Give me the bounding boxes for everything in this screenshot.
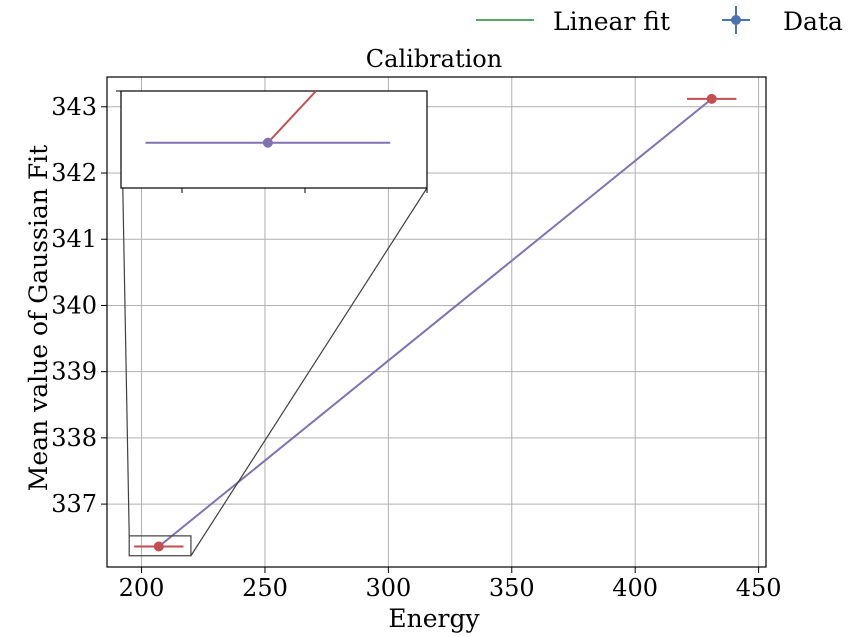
y-tick-label: 341 (51, 225, 97, 253)
data-point (153, 541, 164, 552)
y-axis-ticks: 337 338 339 340 341 342 343 (51, 93, 107, 518)
series-layer (134, 93, 737, 552)
x-axis-label: Energy (388, 604, 480, 633)
x-axis-ticks: 200 250 300 350 400 450 (119, 567, 782, 602)
legend-data-label: Data (783, 7, 843, 36)
legend-linear-fit-label: Linear fit (553, 7, 670, 36)
inset-axes (116, 90, 428, 193)
x-tick-label: 350 (489, 574, 535, 602)
legend-data-swatch (722, 6, 750, 34)
fit-line (158, 98, 713, 548)
x-tick-label: 250 (242, 574, 288, 602)
x-tick-label: 400 (612, 574, 658, 602)
y-tick-label: 338 (51, 424, 97, 452)
y-tick-label: 339 (51, 358, 97, 386)
y-axis-label: Mean value of Gaussian Fit (24, 145, 53, 491)
inset-fit-line (267, 90, 317, 144)
y-tick-label: 337 (51, 490, 97, 518)
x-tick-label: 450 (736, 574, 782, 602)
y-tick-label: 340 (51, 291, 97, 319)
zoom-connector-right (190, 187, 428, 557)
legend: Linear fit Data (476, 6, 843, 36)
zoom-source-box (128, 535, 192, 557)
chart-title: Calibration (366, 45, 502, 73)
x-tick-label: 300 (365, 574, 411, 602)
y-tick-label: 343 (51, 93, 97, 121)
plot-frame (106, 76, 767, 568)
y-tick-label: 342 (51, 159, 97, 187)
data-point (706, 93, 717, 104)
x-tick-label: 200 (119, 574, 165, 602)
inset-data-point (262, 137, 273, 148)
inset-frame (120, 90, 428, 189)
